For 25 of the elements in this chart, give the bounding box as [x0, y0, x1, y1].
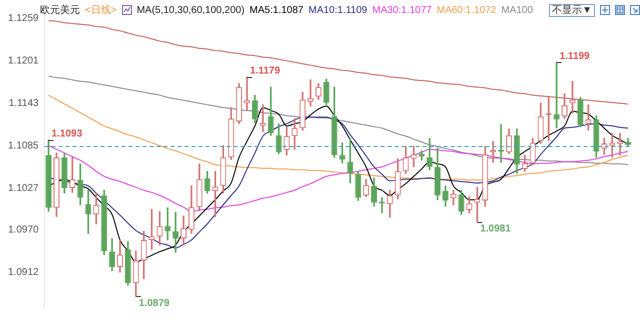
annotation: 1.1093: [52, 128, 83, 140]
text: MA30:1.1077: [372, 4, 432, 16]
y-tick-label: 1.1085: [8, 140, 40, 152]
annotation: 1.1199: [560, 51, 590, 62]
chart-title: 欧元美元: [40, 4, 80, 17]
candlestick: [308, 79, 314, 106]
text: MA5:1.1087: [250, 4, 304, 16]
annotation: 不显示▼: [549, 4, 595, 16]
text: MA100: [501, 4, 533, 16]
y-tick-label: 1.0912: [8, 266, 40, 278]
annotation: MA(5,10,30,60,100,200): [136, 4, 245, 16]
y-tick-label: 1.1027: [8, 182, 40, 194]
annotation: 1.1179: [250, 66, 280, 77]
chart-subtitle: <日线>: [85, 4, 117, 17]
annotation: 1.0981: [480, 223, 512, 234]
y-tick-label: 1.1143: [8, 98, 40, 109]
y-tick-label: 1.1201: [8, 56, 40, 67]
candlestick: [498, 124, 504, 163]
text: MA10:1.1109: [308, 4, 368, 16]
y-tick-label: 1.1259: [8, 13, 40, 24]
candlestick: [172, 212, 179, 253]
text: MA60:1.1072: [436, 4, 496, 16]
candlestick: [569, 80, 576, 114]
annotation: 1.0879: [138, 298, 170, 310]
y-tick-label: 1.0970: [8, 224, 40, 236]
